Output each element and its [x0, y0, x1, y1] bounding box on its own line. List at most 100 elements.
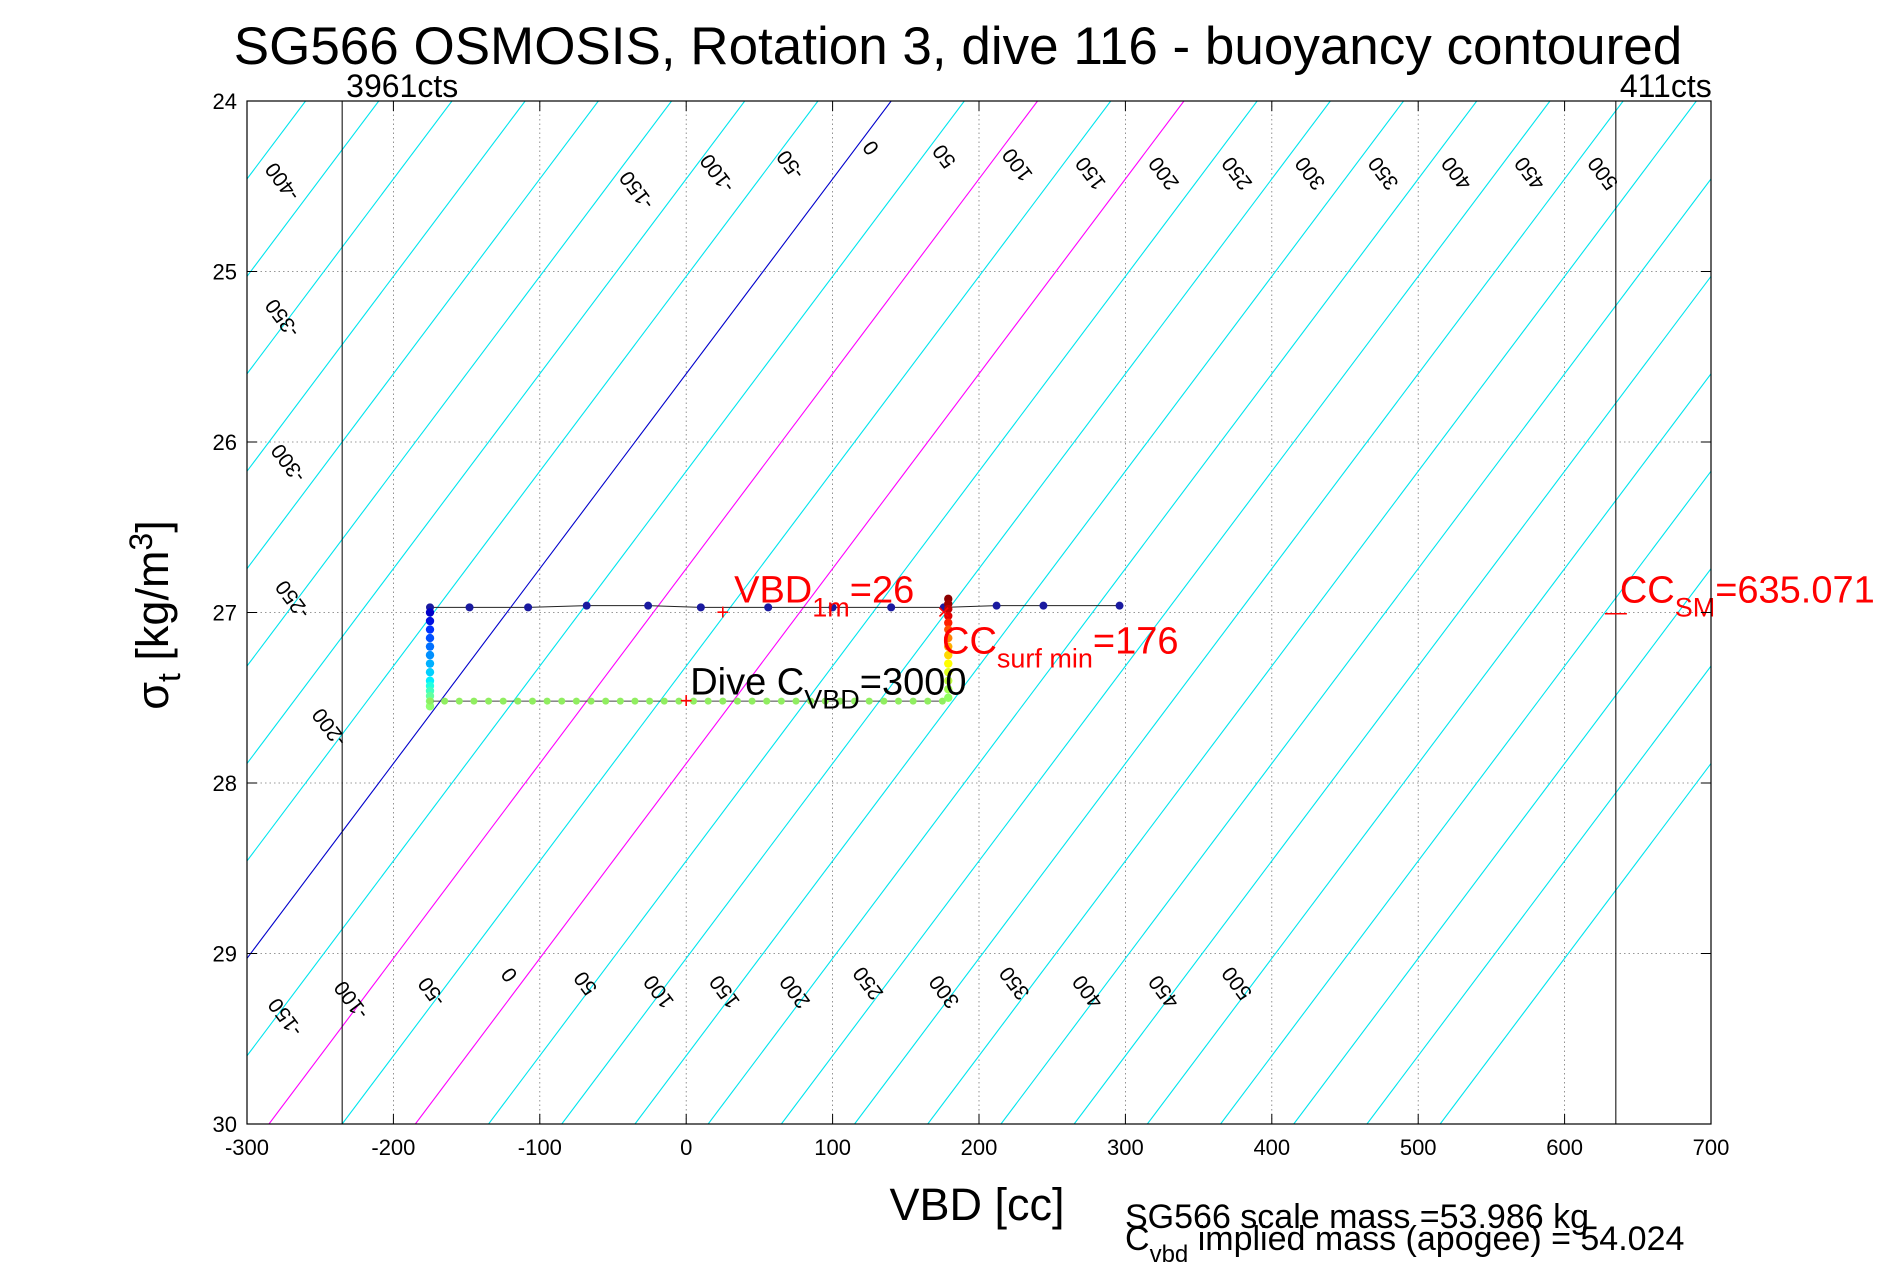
annotation-subscript: surf min	[997, 643, 1093, 673]
annotation-divecvbd: Dive CVBD=3000	[690, 661, 966, 714]
ascent-point	[865, 697, 873, 705]
contour-line	[707, 101, 1478, 1124]
data-series	[425, 594, 1124, 711]
ascent-point	[485, 697, 493, 705]
contour-line	[247, 101, 965, 1057]
footer-implied-mass: Cvbd implied mass (apogee) = 54.024	[1125, 1220, 1684, 1262]
annotation-main: VBD	[734, 569, 812, 611]
y-axis-label: σt [kg/m3]	[123, 520, 187, 710]
footer-scale-mass: SG566 scale mass =53.986 kg	[1125, 1198, 1589, 1236]
annotation-subscript: VBD	[804, 684, 860, 714]
x-tick-label: -100	[518, 1135, 562, 1160]
chart-title: SG566 OSMOSIS, Rotation 3, dive 116 - bu…	[234, 17, 1683, 76]
footer-c: C	[1125, 1220, 1150, 1258]
left-edge-point	[425, 650, 435, 660]
y-tick-label: 25	[213, 260, 237, 285]
footer-implied-text: implied mass (apogee) = 54.024	[1188, 1220, 1684, 1258]
surface-column-point	[944, 611, 953, 621]
ascent-point	[777, 697, 785, 705]
x-tick-label: 300	[1107, 1135, 1144, 1160]
annotation-vbd1m: VBD1m=26	[734, 569, 914, 622]
ascent-point	[690, 697, 698, 705]
descent-point	[764, 603, 773, 612]
surface-column-point	[944, 633, 953, 643]
ascent-point	[733, 697, 741, 705]
ascent-point	[660, 697, 668, 705]
ascent-point	[587, 697, 595, 705]
contour-line	[247, 101, 453, 375]
ascent-point	[675, 697, 683, 705]
marker: +	[716, 600, 729, 625]
ascent-point	[880, 697, 888, 705]
left-edge-point	[425, 659, 435, 668]
surface-column-point	[944, 642, 953, 651]
contour-line	[854, 101, 1624, 1124]
ascent-point	[851, 697, 859, 705]
descent-point	[1115, 601, 1124, 610]
contour-line	[488, 101, 1258, 1124]
vertical-lines: 3961cts 411cts	[341, 68, 1712, 1124]
grid	[247, 101, 1711, 1124]
descent-point	[992, 601, 1001, 610]
ascent-point	[836, 697, 844, 705]
ascent-point	[719, 697, 727, 705]
surface-column-point	[944, 667, 953, 677]
marker: —	[1605, 600, 1627, 625]
left-edge-point	[425, 608, 435, 617]
annotation-value: =635.071	[1715, 569, 1875, 611]
contour-line	[780, 101, 1551, 1124]
ascent-point	[528, 697, 536, 705]
contour-line	[247, 101, 672, 668]
x-tick-label: 0	[680, 1135, 692, 1160]
contour-line	[1366, 665, 1711, 1124]
contour-line	[927, 101, 1697, 1124]
x-tick-label: 500	[1400, 1135, 1437, 1160]
left-edge-point	[425, 633, 435, 643]
markers: + × + —	[680, 600, 1627, 714]
ascent-point	[572, 697, 580, 705]
y-label-sigma: σ	[127, 682, 178, 710]
descent-point	[644, 601, 653, 610]
contour-line	[0, 101, 232, 1124]
surface-column-point	[944, 604, 953, 614]
descent-point	[524, 603, 533, 612]
ascent-point	[924, 697, 932, 705]
contour-line	[247, 101, 599, 570]
contour-line	[1439, 762, 1711, 1124]
ascent-point	[426, 697, 434, 705]
contour-line	[1073, 275, 1711, 1124]
ascent-point	[894, 697, 902, 705]
x-tick-label: 700	[1693, 1135, 1730, 1160]
y-tick-label: 24	[213, 89, 237, 114]
y-label-close: ]	[127, 520, 178, 533]
x-tick-label: 100	[814, 1135, 851, 1160]
descent-point	[465, 603, 474, 612]
x-tick-label: 400	[1253, 1135, 1290, 1160]
y-tick-label: 27	[213, 601, 237, 626]
left-edge-point	[425, 667, 435, 677]
y-tick-label: 30	[213, 1112, 237, 1137]
y-label-unit: [kg/m	[127, 551, 178, 674]
annotation-value: =3000	[860, 661, 967, 703]
x-axis-ticks: -300 -200 -100 0 100 200 300 400 500 600 700	[225, 101, 1729, 1160]
ascent-point	[441, 697, 449, 705]
ascent-point	[704, 697, 712, 705]
ascent-point	[909, 697, 917, 705]
ascent-point	[807, 697, 815, 705]
contour-line	[1000, 178, 1711, 1124]
y-axis-ticks: 24 25 26 27 28 29 30	[213, 89, 1711, 1137]
y-tick-label: 26	[213, 430, 237, 455]
surface-column-point	[944, 618, 953, 627]
contour-line	[1220, 470, 1711, 1124]
ascent-point	[763, 697, 771, 705]
left-edge-point	[425, 625, 435, 634]
ascent-point	[821, 697, 829, 705]
annotation-subscript: SM	[1675, 592, 1716, 622]
ascent-point	[602, 697, 610, 705]
surface-column-point	[944, 650, 953, 660]
x-tick-label: 600	[1546, 1135, 1583, 1160]
count-limit-label: 411cts	[1620, 68, 1712, 104]
contour-line	[247, 101, 746, 765]
descent-point	[696, 603, 705, 612]
